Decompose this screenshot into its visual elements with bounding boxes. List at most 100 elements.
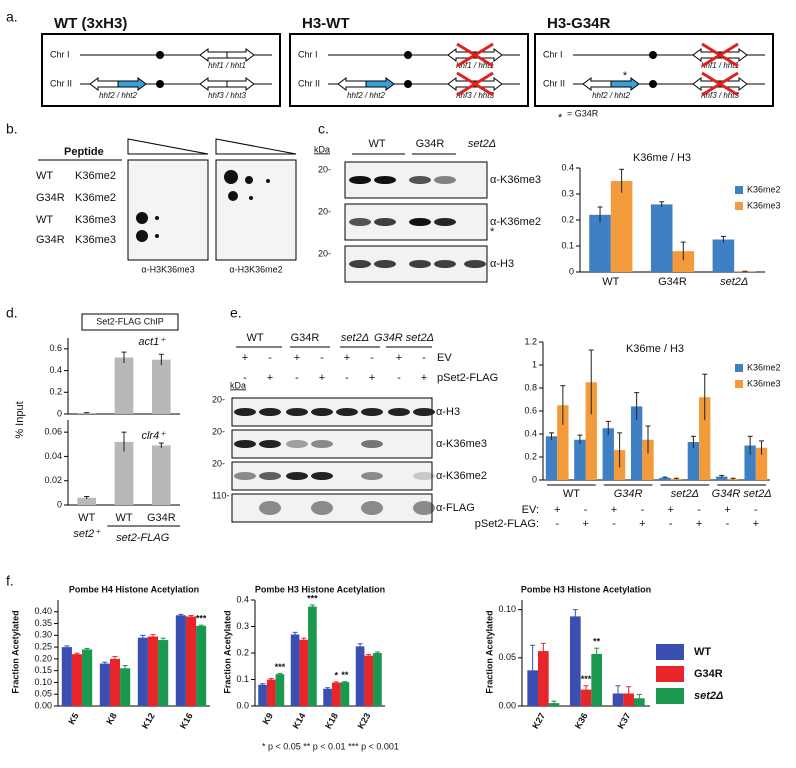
box-title: H3-G34R: [547, 15, 611, 32]
peptide-mark: K36me2: [75, 170, 116, 182]
annotation: clr4⁺: [141, 430, 166, 442]
bar: [290, 634, 300, 706]
chip-label: Set2-FLAG ChIP: [96, 316, 164, 326]
blot-band: [413, 408, 435, 416]
sign: -: [422, 352, 426, 364]
blot-dot: [224, 170, 238, 184]
y-tick-label: 0.02: [44, 475, 62, 485]
kda-marker: 20-: [318, 248, 331, 258]
gene-label: hhf3 / hht3: [701, 91, 739, 100]
bar: [152, 445, 171, 505]
legend-label: K36me2: [747, 184, 781, 194]
bar: [158, 640, 169, 706]
footnote: * p < 0.05 ** p < 0.01 *** p < 0.001: [262, 741, 399, 751]
legend-swatch: [656, 666, 684, 682]
bar: [570, 616, 581, 706]
blot-band: [286, 472, 308, 480]
y-tick-label: 0.3: [561, 188, 574, 198]
y-axis-label: Fraction Acetylated: [484, 610, 494, 693]
blot-band: [361, 472, 383, 480]
lane-label: G34R set2Δ: [374, 332, 434, 344]
centromere: [156, 51, 164, 59]
antibody-label: α-H3: [490, 258, 514, 270]
gene-label: hhf1 / hht1: [208, 61, 246, 70]
bar: [355, 646, 365, 706]
annotation: **: [593, 637, 601, 647]
bar: [275, 674, 285, 706]
legend-swatch: [735, 380, 743, 388]
group-label: set2Δ: [671, 488, 699, 500]
blot-band: [259, 440, 281, 448]
x-tick-label: K36: [573, 711, 590, 730]
blot-band: [434, 218, 456, 226]
chr-label: Chr II: [298, 78, 320, 88]
y-tick-label: 0.2: [236, 647, 249, 657]
sign: -: [397, 372, 401, 384]
chart-title: K36me / H3: [626, 343, 684, 355]
bar: [716, 476, 728, 480]
bar: [299, 639, 309, 706]
bar: [323, 688, 332, 706]
antibody-label: α-K36me3: [490, 174, 541, 186]
bar: [589, 214, 611, 272]
condition-sign: +: [724, 504, 730, 516]
peptide-strain: G34R: [36, 234, 65, 246]
antibody-label: α-K36me2: [436, 470, 487, 482]
mutation-mark: *: [623, 70, 628, 82]
legend-label: K36me2: [747, 362, 781, 372]
bar: [364, 655, 374, 706]
legend-label: K36me3: [747, 200, 781, 210]
annotation: *: [334, 670, 338, 680]
bar: [185, 616, 197, 706]
condition-sign: +: [667, 504, 673, 516]
blot-band: [286, 440, 308, 448]
bar: [650, 204, 673, 272]
lane-label: G34R: [416, 138, 445, 150]
chr-label: Chr II: [543, 78, 565, 88]
bar: [340, 682, 350, 706]
bar: [557, 405, 569, 480]
panel-label: b.: [6, 121, 18, 137]
condition-label: pSet2-FLAG:: [475, 518, 539, 530]
box-title: H3-WT: [302, 15, 350, 32]
bar: [99, 663, 110, 706]
lane-label: WT: [246, 332, 263, 344]
blot-band: [259, 501, 281, 515]
blot-dot: [136, 230, 148, 242]
y-tick-label: 0.4: [524, 428, 537, 438]
x-tick-label: WT: [602, 276, 619, 288]
centromere: [156, 80, 164, 88]
peptide-mark: K36me2: [75, 192, 116, 204]
condition-sign: -: [640, 504, 644, 516]
sign: +: [242, 352, 248, 364]
blot-dot: [249, 196, 253, 200]
bar: [77, 412, 96, 414]
box: [534, 33, 774, 107]
condition-sign: -: [697, 504, 701, 516]
sign: -: [243, 372, 247, 384]
group-label: set2⁺: [73, 528, 101, 540]
panel-label: f.: [6, 573, 14, 589]
gene-arrow: [199, 77, 228, 91]
blot-band: [349, 176, 371, 184]
y-tick-label: 0.40: [34, 606, 52, 616]
lane-label: G34R: [291, 332, 320, 344]
annotation: act1⁺: [138, 336, 166, 348]
y-tick-label: 0.4: [561, 162, 574, 172]
bar: [373, 653, 382, 706]
x-tick-label: K5: [66, 711, 80, 726]
y-tick-label: 0.05: [34, 689, 52, 699]
blot-dot: [266, 179, 270, 183]
bar: [109, 658, 121, 706]
peptide-mark: K36me3: [75, 214, 116, 226]
condition-sign: +: [753, 518, 759, 530]
blot-band: [361, 440, 383, 448]
panel-label: c.: [318, 121, 329, 137]
blot-band: [413, 501, 435, 515]
dilution-wedge: [215, 138, 297, 155]
sign: +: [294, 352, 300, 364]
peptide-mark: K36me3: [75, 234, 116, 246]
bar: [77, 497, 96, 505]
y-tick-label: 0.2: [524, 451, 537, 461]
